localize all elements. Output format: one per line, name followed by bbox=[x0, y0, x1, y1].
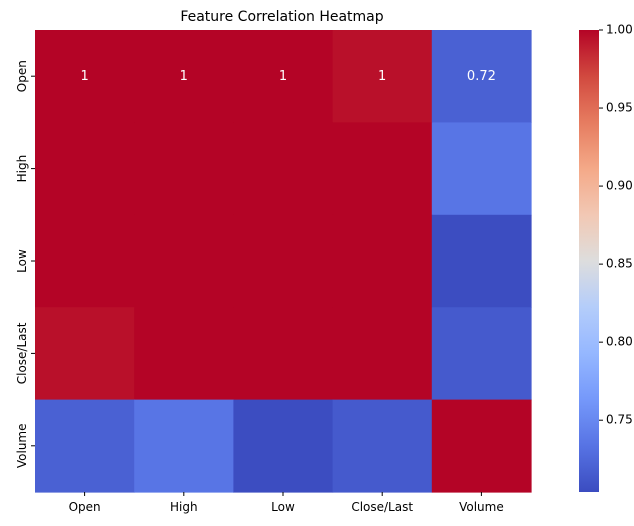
heatmap-cell bbox=[35, 399, 135, 493]
heatmap-cell bbox=[134, 399, 234, 493]
y-tick-label: High bbox=[15, 155, 29, 183]
colorbar: 0.75 0.80 0.85 0.90 0.95 1.00 bbox=[579, 23, 633, 492]
heatmap-cell bbox=[431, 122, 532, 216]
colorbar-tick-label: 0.90 bbox=[606, 179, 633, 193]
colorbar-tick-label: 0.75 bbox=[606, 413, 633, 427]
heatmap-cell bbox=[332, 30, 433, 123]
heatmap-cell bbox=[431, 214, 532, 308]
heatmap-cell bbox=[332, 214, 433, 308]
heatmap-cell bbox=[134, 214, 234, 308]
x-tick-label: Volume bbox=[459, 500, 504, 514]
heatmap-cells bbox=[35, 30, 532, 493]
y-tick-label: Volume bbox=[15, 423, 29, 468]
cell-annotation: 1 bbox=[180, 69, 188, 84]
cell-annotation: 1 bbox=[279, 69, 287, 84]
heatmap-cell bbox=[233, 214, 334, 308]
heatmap-cell bbox=[431, 30, 532, 123]
cell-annotation: 0.72 bbox=[467, 69, 496, 84]
heatmap-cell bbox=[134, 122, 234, 216]
colorbar-tick-label: 0.80 bbox=[606, 335, 633, 349]
colorbar-tick-label: 1.00 bbox=[606, 23, 633, 37]
heatmap-cell bbox=[332, 122, 433, 216]
heatmap-cell bbox=[431, 399, 532, 493]
chart-title: Feature Correlation Heatmap bbox=[180, 9, 383, 25]
heatmap-cell bbox=[134, 307, 234, 401]
x-axis-ticks: Open High Low Close/Last Volume bbox=[69, 492, 504, 514]
y-tick-label: Open bbox=[15, 60, 29, 92]
heatmap-cell bbox=[431, 307, 532, 401]
heatmap-cell bbox=[35, 307, 135, 401]
heatmap-cell bbox=[35, 214, 135, 308]
heatmap-annotations: 1 1 1 1 0.72 bbox=[80, 69, 495, 84]
heatmap-cell bbox=[332, 307, 433, 401]
heatmap-cell bbox=[134, 30, 234, 123]
heatmap-cell bbox=[233, 399, 334, 493]
heatmap-cell bbox=[35, 30, 135, 123]
x-tick-label: High bbox=[170, 500, 198, 514]
heatmap-cell bbox=[332, 399, 433, 493]
colorbar-tick-label: 0.95 bbox=[606, 101, 633, 115]
colorbar-gradient bbox=[579, 30, 599, 492]
heatmap-cell bbox=[233, 30, 334, 123]
y-tick-label: Close/Last bbox=[15, 322, 29, 384]
x-tick-label: Open bbox=[69, 500, 101, 514]
x-tick-label: Close/Last bbox=[351, 500, 413, 514]
heatmap-cell bbox=[233, 122, 334, 216]
heatmap-cell bbox=[35, 122, 135, 216]
cell-annotation: 1 bbox=[378, 69, 386, 84]
y-tick-label: Low bbox=[15, 249, 29, 273]
y-axis-ticks: Open High Low Close/Last Volume bbox=[15, 60, 35, 468]
x-tick-label: Low bbox=[271, 500, 295, 514]
heatmap-cell bbox=[233, 307, 334, 401]
colorbar-tick-label: 0.85 bbox=[606, 257, 633, 271]
cell-annotation: 1 bbox=[80, 69, 88, 84]
